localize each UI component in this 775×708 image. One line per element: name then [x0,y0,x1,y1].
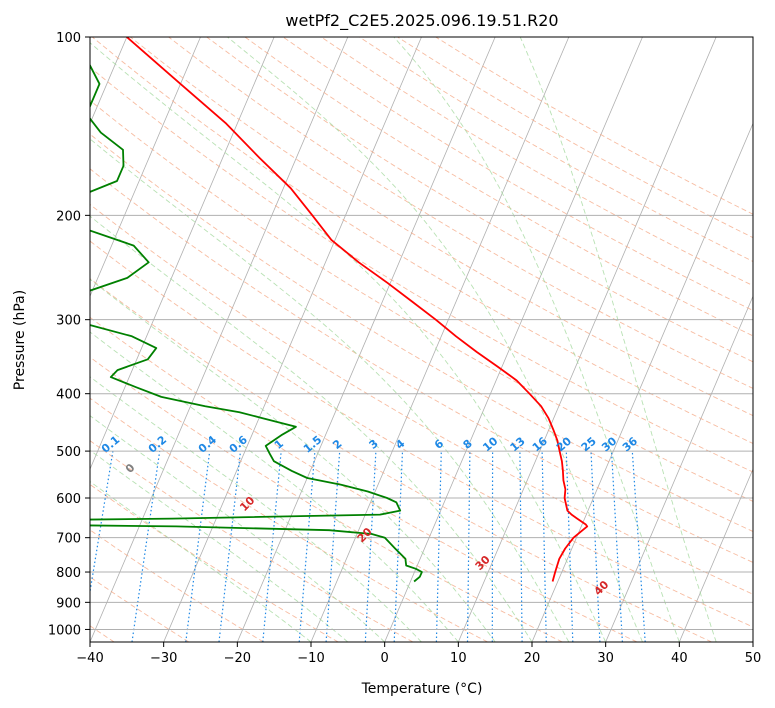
x-axis-ticks: −40 −30 −20 −10 0 10 20 30 40 50 [76,642,761,666]
dry-adiabat-line [90,440,414,642]
temperature-profile [126,37,589,582]
x-tick-label: 50 [745,651,762,666]
isotherm-line [531,122,753,642]
moist-adiabat-line [227,37,643,642]
chart-title: wetPf2_C2E5.2025.096.19.51.R20 [285,11,558,31]
x-tick-label: −40 [76,651,103,666]
isotherm-line [90,37,275,471]
dry-adiabat-line [90,99,753,502]
x-tick-label: −10 [297,651,324,666]
dewpoint-profile [90,63,423,583]
y-tick-label: 1000 [48,623,81,638]
mixing-ratio-line [131,451,161,642]
moist-adiabat-line [90,449,349,642]
dry-adiabat-line [90,168,753,563]
isotherm-line [752,640,753,642]
dry-adiabat-line [90,483,339,642]
mixing-ratio-line [185,451,211,642]
y-tick-label: 200 [56,209,81,224]
dry-adiabat-line [90,397,488,642]
dry-adiabat-line [90,356,563,642]
isotherm-line [90,37,201,298]
plot-frame [89,36,754,643]
background-lines [90,37,753,642]
isotherm-line [236,37,496,642]
moist-adiabat-line [90,278,496,642]
moist-adiabat-line [90,215,533,642]
isotherm-line [678,468,753,642]
dry-adiabat-line [244,37,753,337]
x-axis-label: Temperature (°C) [361,681,483,697]
isotherm-line [457,37,717,642]
isotherm-line [90,37,349,642]
x-tick-label: −30 [150,651,177,666]
y-tick-label: 600 [56,492,81,507]
isotherm-line [605,295,753,642]
x-tick-label: 40 [671,651,688,666]
x-tick-label: 0 [381,651,389,666]
moist-adiabat-line [90,376,422,642]
y-tick-label: 800 [56,566,81,581]
mixing-ratio-line [90,451,114,596]
y-axis-label: Pressure (hPa) [12,290,28,390]
x-tick-label: −20 [224,651,251,666]
moist-adiabat-line [90,138,570,642]
moist-adiabat-line [90,331,459,642]
dry-adiabat-line [90,529,264,642]
pressure-gridlines [90,37,753,630]
y-tick-label: 500 [56,445,81,460]
dry-adiabat-line [90,203,753,595]
dry-adiabat-line [90,278,712,642]
y-tick-label: 900 [56,596,81,611]
isotherm-line [163,37,422,642]
dry-adiabat-line [206,37,753,363]
isotherm-line [384,37,643,642]
plot-background [90,37,753,642]
y-tick-label: 300 [56,314,81,329]
dry-adiabat-line [168,37,753,389]
moist-adiabat-line [90,415,385,642]
dry-adiabat-line [282,37,753,311]
mixing-ratio-line [218,451,242,642]
x-tick-label: 10 [450,651,467,666]
y-axis-ticks: 100 200 300 400 500 600 700 800 900 1000 [48,31,90,638]
dry-adiabat-label: -10 [0,398,3,421]
moist-adiabat-line [393,37,680,642]
dry-adiabat-line [90,133,753,532]
x-tick-label: 20 [524,651,541,666]
y-tick-label: 400 [56,388,81,403]
profiles [90,37,589,583]
dry-adiabat-line [90,66,753,473]
y-tick-label: 100 [56,31,81,46]
y-tick-label: 700 [56,532,81,547]
dry-adiabat-line [90,240,753,628]
x-tick-label: 30 [597,651,614,666]
dry-adiabat-line [90,316,638,642]
moist-adiabat-line [519,37,717,642]
